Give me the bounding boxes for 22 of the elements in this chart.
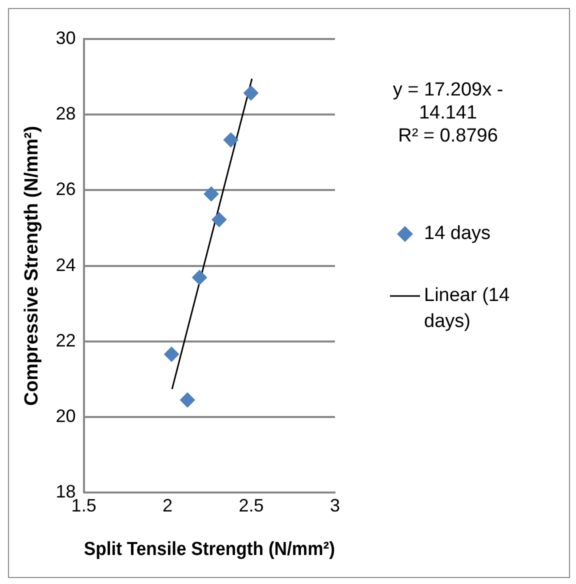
x-tick-label: 3 [330,495,340,516]
y-tick-label: 24 [56,254,76,275]
y-tick-label: 26 [56,179,76,200]
point [204,186,219,202]
point [243,86,258,101]
point [223,132,238,148]
legend-label: Linear (14 days) [424,285,510,332]
point [192,270,208,286]
x-tick-label: 2 [162,495,173,516]
point [180,392,195,408]
point [212,212,227,228]
y-tick-label: 20 [56,406,76,426]
y-tick-label: 22 [56,330,76,350]
x-axis-title: Split Tensile Strength (N/mm²) [84,537,335,559]
text: y = 17.209x - 14.141 [392,80,504,124]
y-tick-label: 30 [56,28,76,48]
point [164,346,180,362]
x-tick-label: 2.5 [238,495,264,516]
legend-label: 14 days [424,223,491,244]
y-tick-label: 28 [56,104,76,124]
y-axis-title: Compressive Strength (N/mm²) [22,126,43,406]
text: R² = 0.8796 [398,126,498,147]
